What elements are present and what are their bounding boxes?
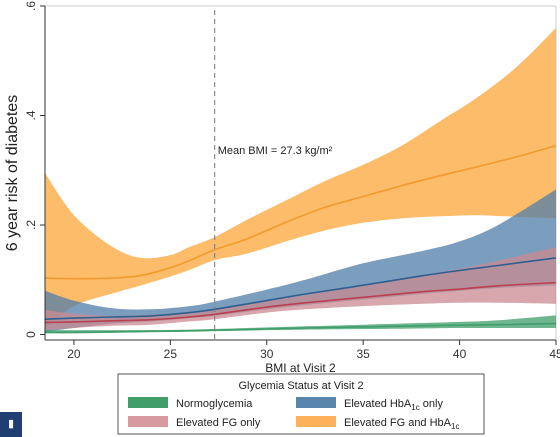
x-tick-label: 20 (67, 347, 81, 361)
x-tick-label: 45 (549, 347, 560, 361)
x-tick-label: 30 (260, 347, 274, 361)
legend-swatch-normoglycemia (128, 397, 168, 408)
legend-label-elevated-fg-and-hba1c: Elevated FG and HbA1c (344, 417, 459, 431)
y-ticks: 0 .2 .4 .6 (24, 1, 45, 338)
x-axis-title: BMI at Visit 2 (265, 361, 336, 375)
band-elevated-fg-and-hba1c (45, 27, 556, 330)
line-elevated-fg-only (44, 281, 557, 324)
slide-corner-tab: ▮ (0, 412, 22, 437)
legend-swatch-elevated-fg-only (128, 416, 168, 427)
line-normoglycemia (44, 322, 557, 334)
y-tick-label: 0 (24, 331, 38, 338)
legend-label-elevated-fg-only: Elevated FG only (176, 417, 261, 429)
x-tick-label: 25 (164, 347, 178, 361)
x-tick-label: 40 (453, 347, 467, 361)
line-elevated-hba1c-only (44, 257, 557, 320)
legend: Glycemia Status at Visit 2 Normoglycemia… (117, 373, 485, 435)
series-lines (44, 144, 557, 334)
legend-swatch-elevated-hba1c-only (296, 397, 336, 408)
line-elevated-fg-and-hba1c (44, 144, 557, 280)
mean-bmi-annotation: Mean BMI = 27.3 kg/m² (218, 145, 333, 157)
legend-title: Glycemia Status at Visit 2 (238, 380, 363, 392)
x-ticks: 20 25 30 35 40 45 (67, 340, 560, 361)
y-axis-title: 6 year risk of diabetes (4, 95, 21, 252)
x-tick-label: 35 (356, 347, 370, 361)
axes: 20 25 30 35 40 45 0 .2 .4 .6 BMI at Visit 2 6 ye… (4, 1, 560, 375)
y-tick-label: .4 (24, 110, 38, 120)
y-tick-label: .6 (24, 1, 38, 11)
legend-label-normoglycemia: Normoglycemia (176, 398, 253, 410)
y-tick-label: .2 (24, 220, 38, 230)
legend-swatch-elevated-fg-and-hba1c (296, 416, 336, 427)
plot-area: Mean BMI = 27.3 kg/m² (44, 5, 557, 340)
legend-label-elevated-hba1c-only: Elevated HbA1c only (344, 398, 443, 412)
